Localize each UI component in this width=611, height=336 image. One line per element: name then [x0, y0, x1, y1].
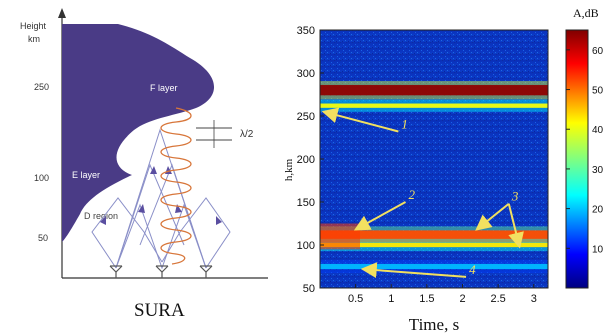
- lower-band-onset: [320, 223, 360, 250]
- y-axis-title: Height: [20, 21, 47, 31]
- ray-paths: [91, 128, 231, 270]
- annotation-label: 3: [511, 189, 519, 204]
- annotation-arrow: [360, 262, 467, 279]
- x-tick-label: 1.5: [419, 293, 434, 305]
- annotation-label: 1: [401, 116, 408, 131]
- y-tick-label: 150: [297, 197, 315, 209]
- y-axis-unit: km: [28, 34, 40, 44]
- colorbar-tick-label: 30: [592, 165, 604, 176]
- annotation-arrow: [507, 203, 524, 249]
- y-axis-label: h,km: [283, 158, 295, 181]
- heatmap-band: [320, 99, 548, 112]
- annotation-label: 2: [409, 187, 416, 202]
- y-tick-100: 100: [34, 173, 49, 183]
- y-tick-label: 300: [297, 68, 315, 80]
- standing-wave-coil: [160, 107, 192, 265]
- sura-caption: SURA: [134, 300, 185, 321]
- half-wavelength-label: λ/2: [240, 129, 254, 140]
- x-tick-label: 1: [388, 293, 394, 305]
- x-tick-label: 3: [531, 293, 537, 305]
- annotation-arrow: [475, 202, 510, 231]
- antenna-array: [109, 265, 213, 278]
- d-region-label: D region: [84, 211, 118, 221]
- x-tick-label: 2.5: [490, 293, 505, 305]
- annotation-arrow: [321, 107, 399, 133]
- annotation: 1: [321, 107, 408, 133]
- colorbar-tick-label: 50: [592, 86, 604, 97]
- colorbar-tick-label: 20: [592, 205, 604, 216]
- f-layer-label: F layer: [150, 83, 178, 93]
- colorbar-tick-label: 40: [592, 125, 604, 136]
- y-axis-ticks: 50 100 150 200 250 300 350: [297, 25, 324, 295]
- heatmap-bands: [320, 81, 548, 274]
- y-tick-50: 50: [38, 233, 48, 243]
- annotation: 2: [353, 187, 416, 231]
- annotation: 3: [475, 189, 524, 249]
- colorbar: [565, 29, 589, 289]
- annotations: 1 2 3 4: [321, 107, 524, 279]
- annotation-arrow: [353, 201, 406, 231]
- antenna-icon: [155, 265, 169, 278]
- x-axis-label: Time, s: [409, 315, 459, 334]
- y-tick-label: 200: [297, 154, 315, 166]
- e-layer-label: E layer: [72, 170, 100, 180]
- heatmap-band: [320, 259, 548, 274]
- colorbar-tick-label: 60: [592, 46, 604, 57]
- y-tick-label: 250: [297, 111, 315, 123]
- y-tick-250: 250: [34, 82, 49, 92]
- colorbar-label: A,dB: [573, 6, 599, 20]
- heatmap-band: [320, 238, 548, 252]
- ionosphere-diagram: Height km 250 100 50 F layer E layer D r…: [20, 8, 268, 321]
- heatmap-band: [320, 81, 548, 100]
- x-tick-label: 2: [459, 293, 465, 305]
- y-tick-label: 350: [297, 25, 315, 37]
- x-axis-ticks: 0.5 1 1.5 2 2.5 3: [348, 284, 537, 305]
- antenna-icon: [199, 265, 213, 278]
- annotation-label: 4: [469, 262, 476, 277]
- y-tick-label: 50: [303, 283, 315, 295]
- electron-density-profile: [62, 24, 215, 242]
- antenna-icon: [109, 265, 123, 278]
- heatmap-band: [320, 226, 548, 247]
- annotation: 4: [360, 262, 476, 279]
- colorbar-tick-label: 10: [592, 244, 604, 255]
- x-tick-label: 0.5: [348, 293, 363, 305]
- y-tick-label: 100: [297, 240, 315, 252]
- colorbar-ticks: 10 20 30 40 50 60: [566, 46, 604, 255]
- diagram-y-axis-arrow: [58, 8, 66, 18]
